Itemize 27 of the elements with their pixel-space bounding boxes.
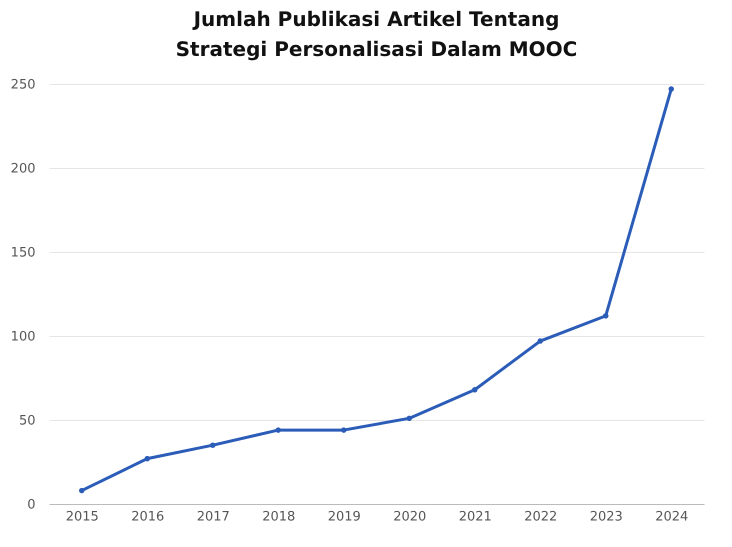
point [668,86,674,92]
point [210,442,216,448]
y-tick-label: 100 [10,330,36,344]
x-tick-label: 2022 [524,510,558,524]
x-tick-label: 2024 [655,510,688,524]
x-tick-label: 2020 [393,510,426,524]
x-tick-label: 2015 [66,510,99,524]
chart-title: Jumlah Publikasi Artikel Tentang Strategi Personalisasi Dalam MOOC [176,7,578,61]
point [538,338,543,344]
point [472,387,478,392]
x-tick-label: 2016 [131,510,164,524]
point [276,427,281,433]
y-tick-label: 250 [10,78,36,92]
point [406,416,412,422]
point [603,313,608,319]
point [341,427,346,433]
y-tick-label: 0 [27,498,36,512]
y-tick-label: 200 [10,162,36,176]
y-tick-label: 150 [10,246,36,260]
point [79,488,84,494]
x-tick-label: 2017 [196,510,230,524]
y-tick-label: 50 [18,414,36,428]
x-tick-label: 2019 [328,510,361,524]
x-tick-label: 2023 [590,510,623,524]
x-tick-label: 2021 [458,510,492,524]
x-tick-label: 2018 [262,510,296,524]
point [144,456,150,462]
